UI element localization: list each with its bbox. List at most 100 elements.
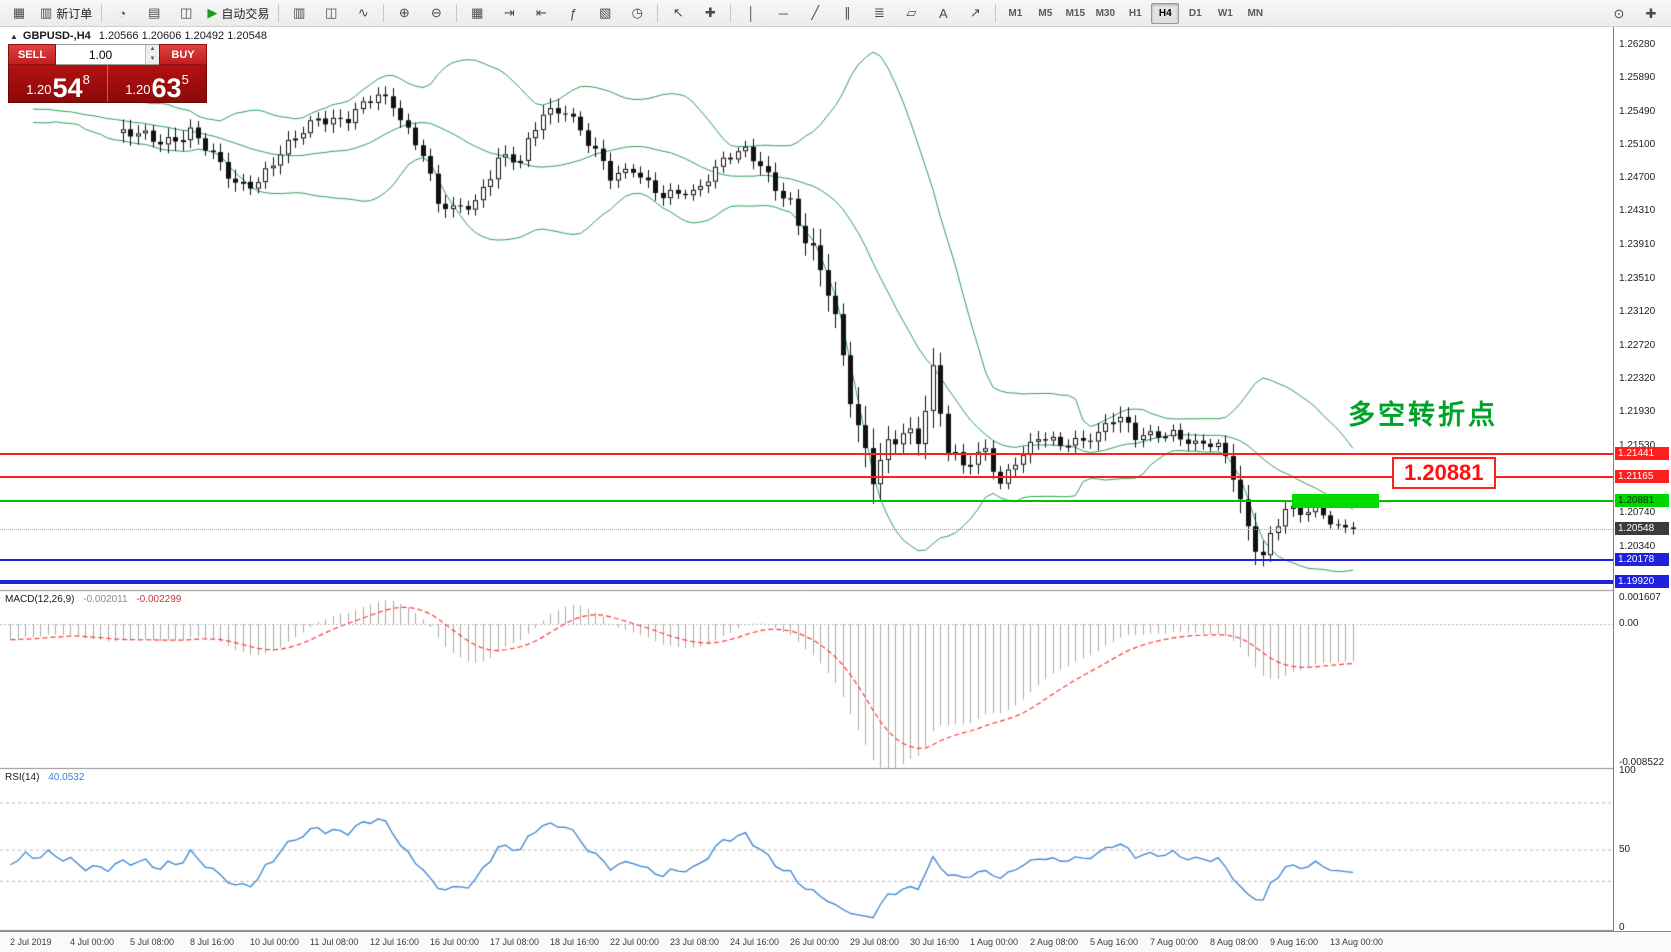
time-label: 11 Jul 08:00	[310, 937, 359, 947]
toolbar-left-group: ▦ ▥ 新订单 ◔ ▤ ◫ ▶ 自动交易 ▥ ◫ ∿ ⊕ ⊖ ▦ ⇥ ⇤ ƒ ▧ ◷ ↖ ✚ │ ─ ╱ ∥ ≣ ▱ A ↗	[3, 2, 1000, 25]
time-label: 8 Aug 08:00	[1210, 937, 1259, 947]
rsi-axis-tick: 0	[1619, 922, 1625, 933]
crosshair-icon[interactable]: ✚	[695, 2, 725, 25]
volume-input[interactable]	[56, 45, 145, 64]
time-label: 30 Jul 16:00	[910, 937, 960, 947]
time-label: 17 Jul 08:00	[490, 937, 540, 947]
time-label: 9 Aug 16:00	[1270, 937, 1319, 947]
zoom-out-icon[interactable]: ⊖	[421, 2, 451, 25]
price-badge-1.20178: 1.20178	[1615, 553, 1669, 566]
turning-point-annotation[interactable]: 多空转折点	[1348, 400, 1498, 430]
time-label: 7 Aug 00:00	[1150, 937, 1199, 947]
macd-main-value: -0.002011	[83, 594, 128, 605]
timeframe-h4[interactable]: H4	[1151, 2, 1180, 24]
toolbar-separator	[278, 4, 280, 22]
price-tick: 1.21530	[1619, 440, 1656, 451]
price-tick: 1.20340	[1619, 541, 1656, 552]
time-label: 2 Jul 2019	[10, 937, 52, 947]
new-order-button[interactable]: ▥ 新订单	[36, 2, 96, 25]
price-axis[interactable]: 1.26280 1.25890 1.25490 1.25100 1.24700 1.243…	[1613, 27, 1671, 933]
price-tick: 1.20740	[1619, 507, 1656, 518]
data-window-icon[interactable]: ▤	[139, 2, 169, 25]
volume-down-icon[interactable]: ▼	[146, 54, 159, 64]
templates-icon[interactable]: ▧	[590, 2, 620, 25]
time-label: 8 Jul 16:00	[190, 937, 235, 947]
ask-pipette: 5	[181, 72, 189, 87]
trendline-icon[interactable]: ╱	[800, 2, 830, 25]
chart-shift-icon[interactable]: ⇤	[526, 2, 556, 25]
buy-button[interactable]: BUY	[159, 44, 207, 65]
time-label: 5 Jul 08:00	[130, 937, 175, 947]
symbol-ohlc-header: ▲ GBPUSD-,H4 1.20566 1.20606 1.20492 1.2…	[10, 30, 267, 42]
price-level-callout[interactable]: 1.20881	[1392, 457, 1496, 489]
cursor-icon[interactable]: ↖	[663, 2, 693, 25]
macd-axis-tick: 0.00	[1619, 618, 1639, 629]
timeframe-mn[interactable]: MN	[1247, 7, 1264, 19]
app-icon[interactable]: ▦	[4, 2, 34, 25]
auto-scroll-icon[interactable]: ⇥	[494, 2, 524, 25]
zoom-in-icon[interactable]: ⊕	[389, 2, 419, 25]
price-tick: 1.23510	[1619, 273, 1656, 284]
rsi-axis-tick: 50	[1619, 844, 1631, 855]
rsi-indicator-header: RSI(14) 40.0532	[5, 772, 90, 783]
navigator-icon-glyph: ◫	[180, 5, 193, 20]
price-tick: 1.24700	[1619, 172, 1656, 183]
time-axis[interactable]: 2 Jul 2019 4 Jul 00:00 5 Jul 08:00 8 Jul 16…	[0, 931, 1671, 952]
shapes-icon[interactable]: ▱	[896, 2, 926, 25]
candlestick-chart-icon[interactable]: ◫	[316, 2, 346, 25]
channel-icon-glyph: ∥	[844, 5, 851, 20]
channel-icon[interactable]: ∥	[832, 2, 862, 25]
time-label: 29 Jul 08:00	[850, 937, 900, 947]
toolbar-right-group: ⊙ ✚	[1603, 2, 1667, 25]
search-icon[interactable]: ⊙	[1604, 2, 1634, 25]
time-label: 2 Aug 08:00	[1030, 937, 1079, 947]
shapes-icon-glyph: ▱	[906, 5, 917, 20]
line-chart-icon[interactable]: ∿	[348, 2, 378, 25]
time-label: 18 Jul 16:00	[550, 937, 600, 947]
price-tick: 1.23910	[1619, 239, 1656, 250]
volume-up-icon[interactable]: ▲	[146, 45, 159, 55]
bid-price-display[interactable]: 1.20 54 8	[9, 65, 107, 102]
templates-icon-glyph: ▧	[599, 5, 612, 20]
timeframe-w1[interactable]: W1	[1217, 7, 1233, 19]
time-label: 10 Jul 00:00	[250, 937, 300, 947]
ask-price-display[interactable]: 1.20 63 5	[108, 65, 206, 102]
toolbar-separator	[730, 4, 732, 22]
price-tick: 1.25100	[1619, 139, 1656, 150]
text-icon[interactable]: A	[928, 2, 958, 25]
text-icon-glyph: A	[938, 5, 948, 21]
timeframe-m15[interactable]: M15	[1065, 7, 1086, 19]
arrow-tools-icon[interactable]: ↗	[960, 2, 990, 25]
sell-button[interactable]: SELL	[8, 44, 56, 65]
crosshair-icon-glyph: ✚	[704, 5, 716, 20]
market-watch-icon[interactable]: ◔	[107, 2, 137, 25]
macd-indicator-header: MACD(12,26,9) -0.002011 -0.002299	[5, 594, 187, 605]
bar-chart-icon[interactable]: ▥	[284, 2, 314, 25]
chart-canvas[interactable]	[0, 27, 1613, 931]
vertical-line-icon[interactable]: │	[736, 2, 766, 25]
indicators-icon[interactable]: ƒ	[558, 2, 588, 25]
price-tick: 1.23120	[1619, 306, 1656, 317]
price-tick: 1.24310	[1619, 205, 1656, 216]
period-icon[interactable]: ◷	[622, 2, 652, 25]
horizontal-line-icon[interactable]: ─	[768, 2, 798, 25]
time-label: 4 Jul 00:00	[70, 937, 115, 947]
one-click-collapse-icon[interactable]: ▲	[10, 31, 18, 41]
timeframe-h1[interactable]: H1	[1128, 7, 1142, 19]
price-badge-1.21441: 1.21441	[1615, 447, 1669, 460]
timeframe-d1[interactable]: D1	[1188, 7, 1202, 19]
data-window-icon-glyph: ▤	[148, 5, 161, 20]
app-icon-glyph: ▦	[12, 5, 26, 20]
timeframe-m30[interactable]: M30	[1095, 7, 1116, 19]
line-chart-icon-glyph: ∿	[357, 5, 369, 20]
navigator-icon[interactable]: ◫	[171, 2, 201, 25]
timeframe-m5[interactable]: M5	[1038, 7, 1053, 19]
period-icon-glyph: ◷	[631, 5, 643, 20]
timeframe-m1[interactable]: M1	[1008, 7, 1023, 19]
add-indicator-icon[interactable]: ✚	[1636, 2, 1666, 25]
fibonacci-icon[interactable]: ≣	[864, 2, 894, 25]
tile-windows-icon[interactable]: ▦	[462, 2, 492, 25]
chart-shift-icon-glyph: ⇤	[535, 5, 547, 20]
autotrading-button[interactable]: ▶ 自动交易	[203, 2, 273, 25]
